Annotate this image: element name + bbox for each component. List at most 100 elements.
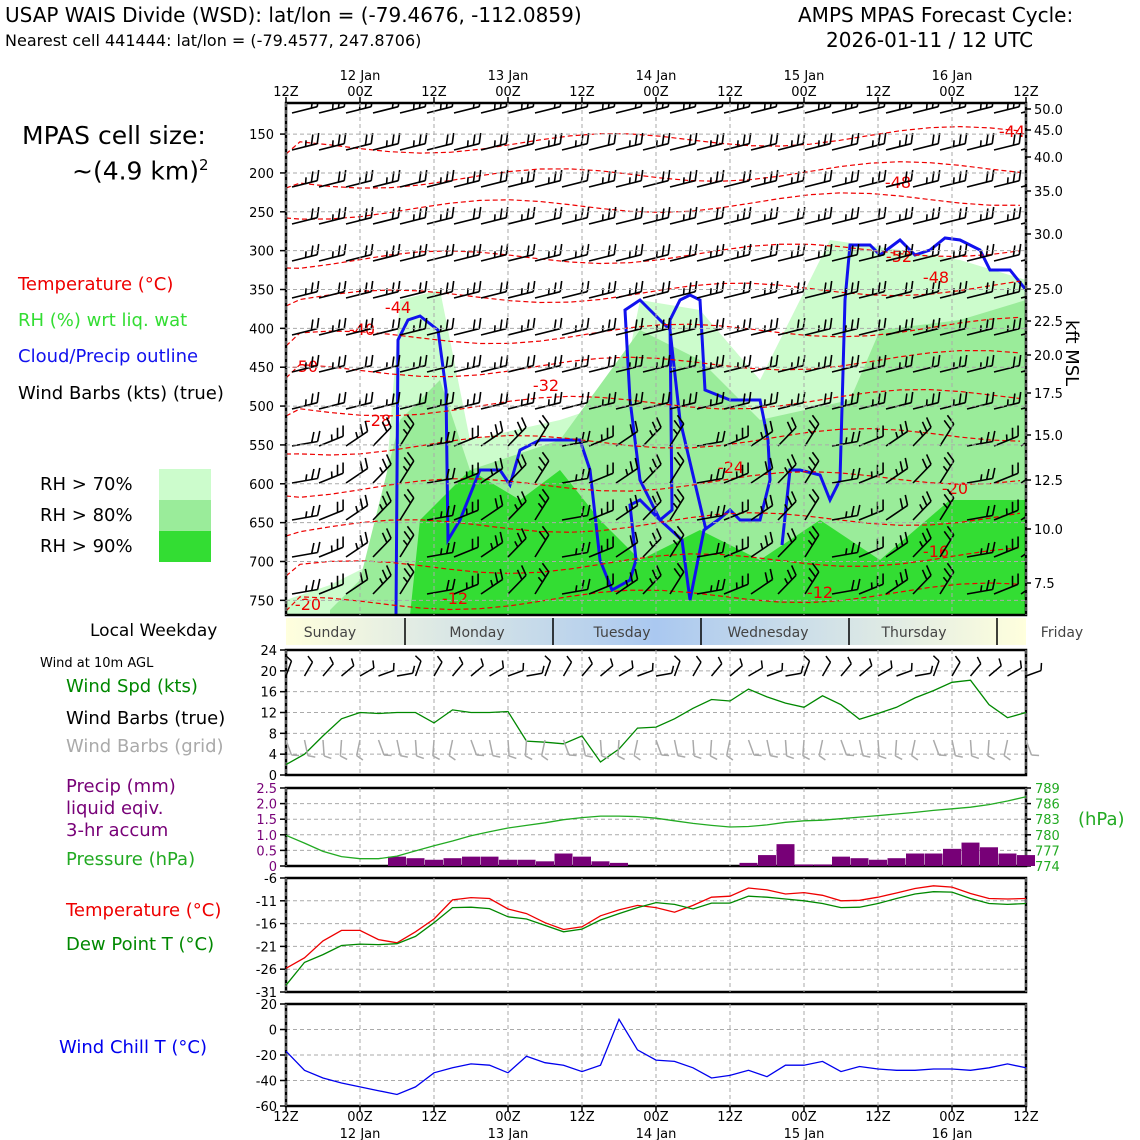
wind-barb [345, 568, 369, 595]
wind-barb [966, 541, 996, 558]
wind-barb [372, 565, 392, 595]
wind-barb [453, 280, 482, 299]
wind-barb [372, 491, 392, 521]
wind-barb-grid [432, 739, 441, 761]
wind-barb [966, 103, 995, 114]
wind-barb [399, 280, 428, 299]
wind-barb [426, 391, 455, 410]
wind-barb [696, 169, 725, 188]
hpa-tick-label: 250 [249, 206, 274, 221]
wind-barb [372, 454, 392, 484]
precip-bar [388, 856, 406, 866]
wind-barb [399, 132, 428, 151]
precip-bar [906, 853, 924, 866]
wind-barb [372, 103, 401, 114]
wind-barb [291, 206, 320, 225]
wind-barb-grid [932, 739, 947, 757]
wind-barb [534, 488, 550, 521]
wind-barb-true [859, 658, 873, 677]
precip-bar [573, 856, 591, 866]
wind-barb-true [341, 658, 355, 677]
wind-barb-true [748, 660, 764, 677]
temp-contour [286, 512, 1021, 537]
wind-barb [669, 391, 698, 410]
panel-tick-label: -20 [256, 1049, 277, 1064]
wind-barb [696, 354, 725, 373]
wind-barb-true [451, 656, 464, 677]
wind-barb [912, 528, 932, 558]
precip-bar [850, 858, 869, 866]
wind-barb-true [729, 658, 743, 677]
wind-barb [642, 565, 662, 595]
precip-bar [832, 856, 850, 866]
wind-barb [507, 169, 536, 188]
wind-barb-grid [987, 739, 996, 761]
wind-barb [966, 132, 995, 151]
wind-barb [345, 420, 369, 447]
wind-barb [696, 467, 726, 484]
wind-barb [453, 243, 482, 262]
lower-panels: 0481216202400.51.01.52.02.57747777807837… [256, 644, 1060, 1140]
panel-tick-label: -31 [256, 986, 277, 1001]
wind-barb [588, 103, 617, 114]
wind-barb [399, 488, 415, 521]
wind-barb [966, 280, 995, 299]
panel-tick-label: 1.5 [256, 813, 277, 828]
wind-barb [399, 414, 415, 447]
bottom-time-label: 12Z [273, 1110, 299, 1125]
wind-barb [453, 536, 479, 558]
wind-barb-grid [725, 739, 734, 761]
wind-barb [858, 169, 887, 188]
wind-barb [507, 317, 536, 336]
wind-barb [831, 206, 860, 225]
kft-tick-label: 40.0 [1034, 151, 1063, 166]
weekday-name: Wednesday [727, 625, 808, 641]
wind-barb-true [507, 662, 525, 677]
precip-bar [776, 844, 795, 866]
panel-tick-label: 16 [260, 686, 277, 701]
wind-barb-true [914, 665, 934, 677]
wind-barb [507, 354, 536, 373]
wind-barb [588, 499, 614, 521]
bottom-date-label: 13 Jan [488, 1127, 529, 1140]
wind-barb [696, 243, 725, 262]
panel-tick-label-right: 786 [1035, 798, 1060, 813]
wind-barb [480, 391, 509, 410]
precip-bar [813, 864, 832, 866]
wind-barb [669, 451, 685, 484]
wind-barb [912, 417, 932, 447]
wind-barb [534, 451, 550, 484]
wind-barb [507, 454, 527, 484]
wind-barb [291, 578, 321, 595]
wind-barb [345, 206, 374, 225]
cell-size-number: ~(4.9 km) [72, 156, 199, 186]
wind-barb [291, 243, 320, 262]
wind-barb [912, 206, 941, 225]
panel-tick-label: 0 [269, 1024, 277, 1039]
wind-barb [480, 354, 509, 373]
wind-barb [318, 206, 347, 225]
wind-barb [669, 103, 698, 114]
hpa-tick-label: 400 [249, 322, 274, 337]
wind-barb-grid [766, 739, 778, 758]
wind-barb [885, 169, 914, 188]
wind-barb [561, 243, 590, 262]
wind-barb [345, 531, 369, 558]
wind-barb-true [821, 655, 832, 677]
wind-barb [561, 504, 591, 521]
temp-contour [286, 161, 1021, 189]
cell-size-exponent: 2 [199, 156, 209, 174]
wind-barb [939, 103, 968, 114]
wind-barb [1020, 504, 1026, 521]
wind-barb [750, 317, 779, 336]
wind-barb [885, 494, 909, 521]
wind-barb [804, 525, 820, 558]
wind-barb [831, 103, 860, 114]
wind-barb [912, 132, 941, 151]
bottom-time-label: 00Z [495, 1110, 521, 1125]
wind-barb-grid [1003, 739, 1011, 761]
wind-barb [318, 103, 347, 114]
panel-tick-label: 0 [269, 860, 277, 875]
kft-tick-label: 25.0 [1034, 283, 1063, 298]
